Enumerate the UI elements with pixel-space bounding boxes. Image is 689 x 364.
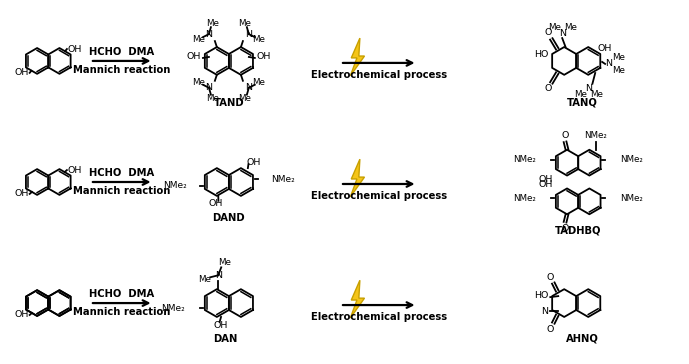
- Text: N: N: [215, 271, 222, 280]
- Text: Me: Me: [192, 35, 205, 44]
- Text: NMe₂: NMe₂: [620, 194, 643, 203]
- Text: HO: HO: [534, 51, 548, 59]
- Text: N: N: [585, 84, 592, 93]
- Text: HCHO  DMA: HCHO DMA: [89, 47, 154, 57]
- Text: O: O: [546, 325, 554, 333]
- Polygon shape: [350, 280, 364, 318]
- Text: O: O: [544, 84, 552, 94]
- Text: Me: Me: [218, 258, 231, 267]
- Text: OH: OH: [257, 52, 271, 62]
- Text: NMe₂: NMe₂: [271, 174, 294, 183]
- Text: OH: OH: [68, 44, 82, 54]
- Text: O: O: [546, 273, 554, 282]
- Text: OH: OH: [208, 199, 223, 208]
- Text: Me: Me: [207, 19, 219, 28]
- Text: Me: Me: [252, 78, 265, 87]
- Text: Me: Me: [252, 35, 265, 44]
- Text: Electrochemical process: Electrochemical process: [311, 312, 446, 322]
- Text: N: N: [205, 29, 212, 39]
- Text: OH: OH: [214, 321, 228, 331]
- Text: TANQ: TANQ: [567, 98, 597, 108]
- Polygon shape: [350, 38, 364, 76]
- Text: N: N: [245, 29, 252, 39]
- Text: HO: HO: [534, 290, 548, 300]
- Text: NMe₂: NMe₂: [163, 182, 187, 190]
- Text: Mannich reaction: Mannich reaction: [73, 186, 170, 196]
- Text: HCHO  DMA: HCHO DMA: [89, 289, 154, 299]
- Text: OH: OH: [539, 174, 553, 183]
- Text: Me: Me: [192, 78, 205, 87]
- Text: O: O: [562, 223, 568, 233]
- Polygon shape: [350, 159, 364, 197]
- Text: NMe₂: NMe₂: [620, 155, 643, 164]
- Text: Electrochemical process: Electrochemical process: [311, 70, 446, 80]
- Text: Mannich reaction: Mannich reaction: [73, 307, 170, 317]
- Text: O: O: [562, 131, 568, 141]
- Text: N: N: [542, 306, 548, 316]
- Text: OH: OH: [68, 166, 82, 175]
- Text: Me: Me: [574, 90, 587, 99]
- Text: AHNQ: AHNQ: [566, 334, 599, 344]
- Text: Mannich reaction: Mannich reaction: [73, 65, 170, 75]
- Text: Me: Me: [612, 66, 625, 75]
- Text: OH: OH: [597, 44, 612, 54]
- Text: N: N: [605, 59, 612, 68]
- Text: Me: Me: [548, 23, 561, 32]
- Text: N: N: [245, 83, 252, 92]
- Text: OH: OH: [187, 52, 201, 62]
- Text: O: O: [544, 28, 552, 37]
- Text: Electrochemical process: Electrochemical process: [311, 191, 446, 201]
- Text: OH: OH: [247, 158, 261, 167]
- Text: TAND: TAND: [214, 98, 244, 108]
- Text: TADHBQ: TADHBQ: [555, 225, 601, 235]
- Text: OH: OH: [14, 68, 29, 77]
- Text: OH: OH: [14, 310, 29, 320]
- Text: NMe₂: NMe₂: [584, 131, 607, 141]
- Text: NMe₂: NMe₂: [513, 155, 536, 164]
- Text: N: N: [205, 83, 212, 92]
- Text: Me: Me: [198, 275, 211, 284]
- Text: Me: Me: [590, 90, 603, 99]
- Text: NMe₂: NMe₂: [513, 194, 536, 203]
- Text: HCHO  DMA: HCHO DMA: [89, 168, 154, 178]
- Text: Me: Me: [238, 94, 251, 103]
- Text: OH: OH: [539, 181, 553, 190]
- Text: DAN: DAN: [213, 334, 237, 344]
- Text: N: N: [559, 29, 566, 37]
- Text: Me: Me: [207, 94, 219, 103]
- Text: NMe₂: NMe₂: [161, 304, 185, 313]
- Text: OH: OH: [14, 189, 29, 198]
- Text: Me: Me: [612, 54, 625, 63]
- Text: Me: Me: [564, 23, 577, 32]
- Text: Me: Me: [238, 19, 251, 28]
- Text: DAND: DAND: [213, 213, 245, 223]
